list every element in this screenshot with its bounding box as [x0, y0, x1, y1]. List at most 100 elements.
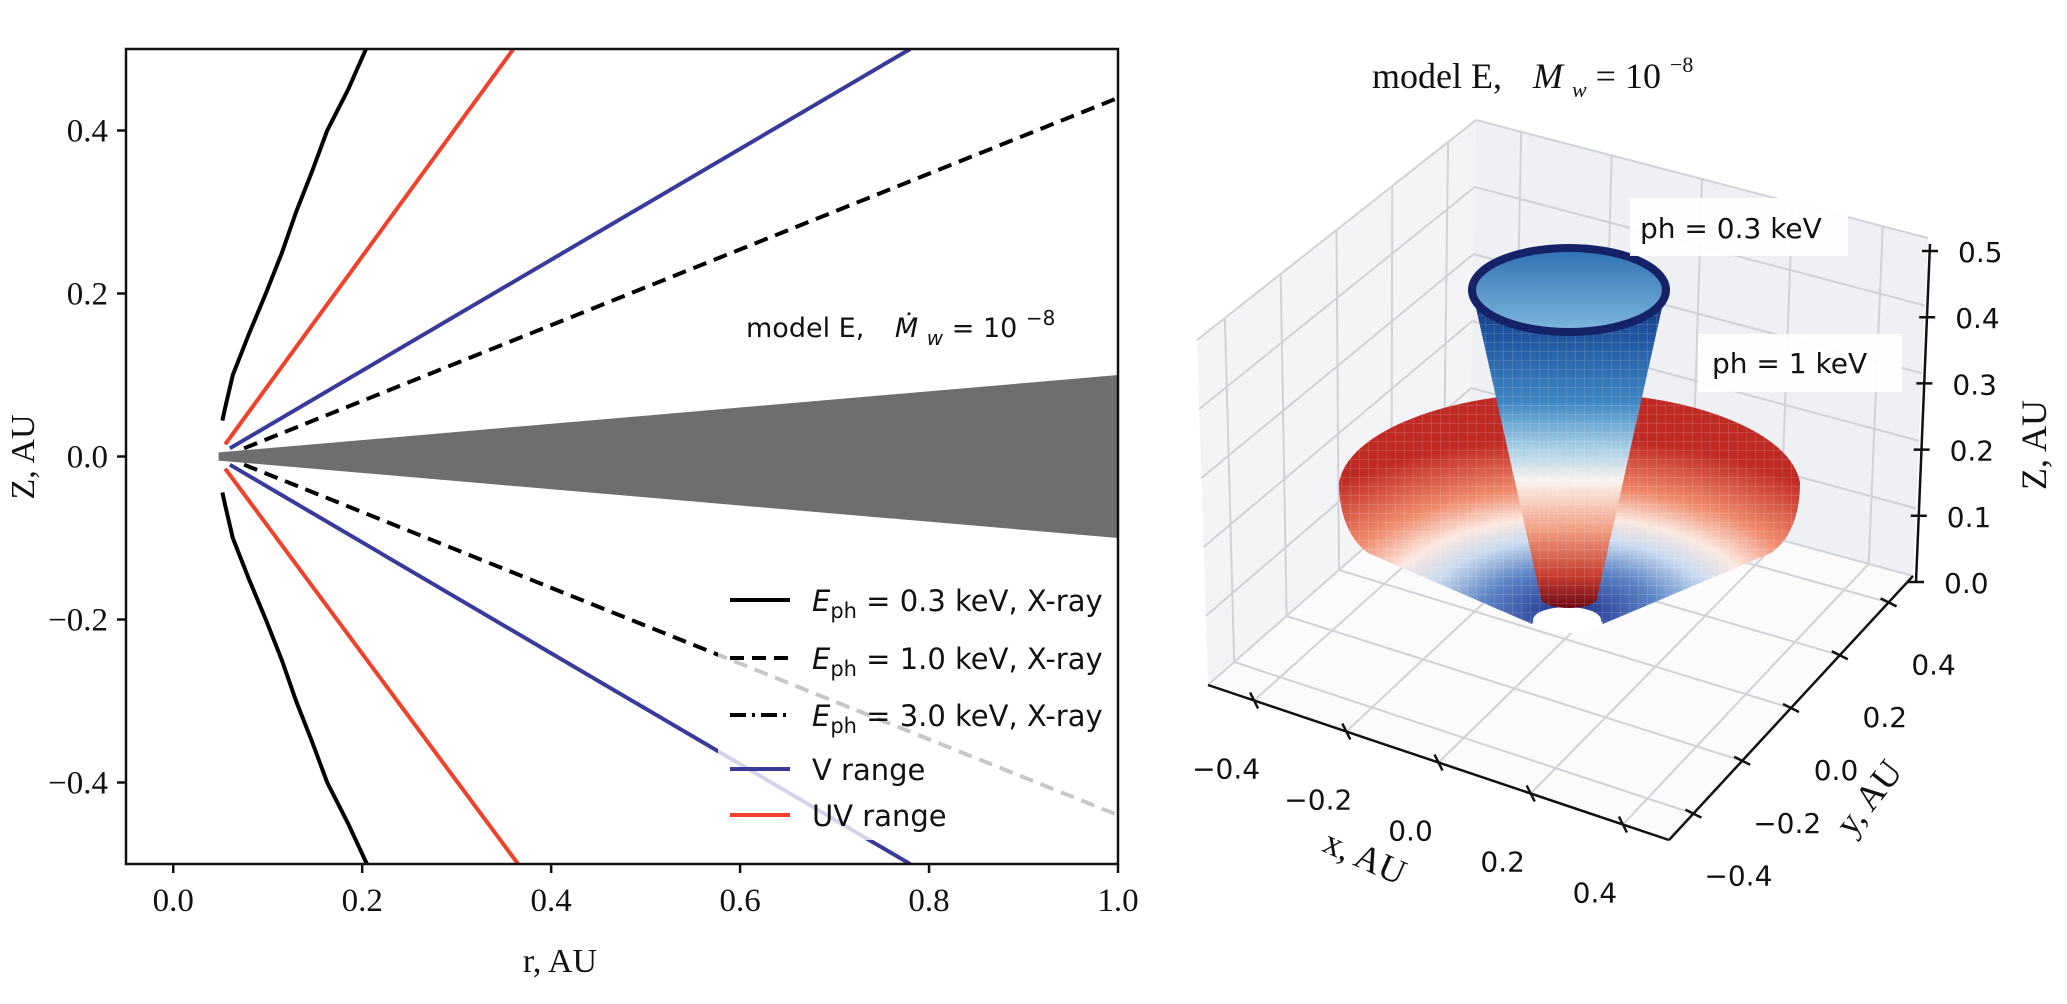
x-axis-label: r, AU — [523, 943, 597, 980]
grid-line — [1196, 119, 1477, 341]
y-tick-mark-3d — [1684, 808, 1702, 819]
series-line-4-upper — [223, 49, 516, 446]
surface-label-03kev: ph = 0.3 keV — [1640, 212, 1822, 245]
y-tick-label-3d: −0.2 — [1753, 807, 1821, 840]
x-tick-label-3d: 0.0 — [1388, 815, 1433, 848]
annotation-subscript: w — [927, 326, 944, 350]
axis-ticks-3d: −0.4−0.20.00.20.4−0.4−0.20.00.20.40.00.1… — [1192, 236, 2002, 910]
title-subscript: w — [1572, 77, 1587, 102]
legend-symbol: E — [812, 642, 831, 676]
z-tick-label-3d: 0.2 — [1950, 435, 1995, 468]
label-box — [1630, 198, 1848, 256]
x-tick-label: 0.0 — [153, 883, 194, 919]
z-tick-label-3d: 0.1 — [1947, 501, 1992, 534]
y-tick-mark-3d — [1733, 755, 1751, 766]
chart-annotation: model E, Ṁ w = 10 −8 — [746, 306, 1055, 352]
surface-label-1kev: ph = 1 keV — [1712, 347, 1867, 380]
z-axis-line — [1914, 243, 1932, 583]
y-tick-label: −0.4 — [48, 766, 108, 802]
annotation-symbol: Ṁ — [895, 312, 918, 344]
x-tick-mark-3d — [1617, 815, 1629, 834]
legend-text: = 1.0 keV, X-ray — [857, 642, 1103, 676]
y-tick-mark-3d — [1880, 597, 1898, 608]
x-tick-mark-3d — [1525, 784, 1536, 803]
annotation-prefix: model E, — [746, 313, 864, 344]
axis-ticks: 0.0 0.2 0.4 0.6 0.8 1.0 −0.4 −0.2 0.0 0.2 0.4 — [48, 114, 1139, 920]
legend-subscript: ph — [830, 714, 857, 738]
right-chart-3d: model E, M w = 10 −8 ph = 0.3 keV ph = 1… — [1192, 52, 2054, 910]
y-axis-label: Z, AU — [5, 415, 42, 500]
legend-label: Eph = 3.0 keV, X-ray — [812, 699, 1103, 738]
series-line-1-upper — [243, 96, 1118, 451]
series-line-0-upper — [220, 49, 368, 422]
x-tick-mark-3d — [1433, 753, 1444, 772]
legend-text: UV range — [812, 799, 947, 833]
grid-line — [1867, 226, 1884, 564]
x-tick-label-3d: −0.4 — [1192, 753, 1260, 786]
title-symbol: M — [1532, 56, 1565, 96]
surface-mesh — [1472, 290, 1666, 608]
legend-symbol: E — [812, 699, 831, 733]
legend-symbol: E — [812, 584, 831, 618]
legend-label: UV range — [812, 799, 947, 833]
grid-line — [1338, 569, 1792, 709]
x-tick-mark-3d — [1248, 691, 1260, 710]
z-axis-label-3d: Z, AU — [2014, 400, 2054, 490]
legend-label: Eph = 1.0 keV, X-ray — [812, 642, 1103, 681]
grid-line — [1622, 563, 1870, 826]
z-tick-label-3d: 0.3 — [1952, 368, 1997, 401]
surface-hole — [1533, 607, 1601, 633]
label-box — [1698, 334, 1902, 392]
grid-line — [1279, 273, 1288, 617]
title-equals: = 10 — [1596, 56, 1661, 96]
legend-text: = 3.0 keV, X-ray — [857, 699, 1103, 733]
y-tick-label: 0.0 — [67, 440, 108, 476]
x-tick-label-3d: 0.2 — [1480, 846, 1525, 879]
grid-line — [1202, 320, 1474, 548]
y-tick-mark-3d — [1831, 650, 1849, 661]
grid-line — [1200, 253, 1475, 479]
legend-box — [718, 574, 1116, 840]
series-line-1-lower — [243, 462, 1118, 817]
series-line-0-lower — [220, 491, 369, 864]
legend-text: = 0.3 keV, X-ray — [857, 584, 1103, 618]
y-tick-label-3d: 0.4 — [1911, 648, 1956, 681]
left-wall-pane — [1197, 120, 1476, 685]
y-tick-label: 0.4 — [67, 114, 108, 150]
x-tick-label: 0.2 — [342, 883, 383, 919]
series-line-4-lower — [223, 467, 520, 864]
disk-wedge — [218, 375, 1118, 538]
x-tick-label: 0.4 — [531, 883, 572, 919]
y-tick-label-3d: 0.0 — [1814, 754, 1859, 787]
title-exponent: −8 — [1670, 52, 1693, 77]
x-tick-label: 0.6 — [719, 883, 760, 919]
y-tick-label-3d: −0.4 — [1704, 860, 1772, 893]
right-title: model E, M w = 10 −8 — [1372, 52, 1693, 105]
legend-subscript: ph — [830, 657, 857, 681]
annotation-equals: = 10 — [952, 313, 1018, 344]
y-tick-label: 0.2 — [67, 277, 108, 313]
x-tick-label: 1.0 — [1097, 883, 1138, 919]
legend-text: V range — [812, 753, 925, 787]
y-tick-label: −0.2 — [48, 603, 108, 639]
grid-line — [1335, 229, 1340, 571]
x-tick-label-3d: 0.4 — [1573, 877, 1618, 910]
left-chart: model E, Ṁ w = 10 −8 Eph = 0.3 keV, X-ra… — [5, 47, 1139, 980]
legend-label: Eph = 0.3 keV, X-ray — [812, 584, 1103, 623]
z-tick-label-3d: 0.0 — [1944, 567, 1989, 600]
y-tick-label-3d: 0.2 — [1863, 701, 1908, 734]
legend-label: V range — [812, 753, 925, 787]
annotation-exponent: −8 — [1026, 306, 1055, 330]
grid-line — [1529, 538, 1781, 795]
y-tick-mark-3d — [1782, 702, 1800, 714]
grid-line — [1475, 119, 1929, 239]
cone-rim — [1468, 244, 1670, 336]
z-tick-label-3d: 0.5 — [1958, 236, 2003, 269]
grid-line — [1223, 317, 1236, 663]
title-prefix: model E, — [1372, 56, 1502, 96]
x-tick-label: 0.8 — [908, 883, 949, 919]
z-tick-label-3d: 0.4 — [1955, 302, 2000, 335]
legend-subscript: ph — [830, 599, 857, 623]
